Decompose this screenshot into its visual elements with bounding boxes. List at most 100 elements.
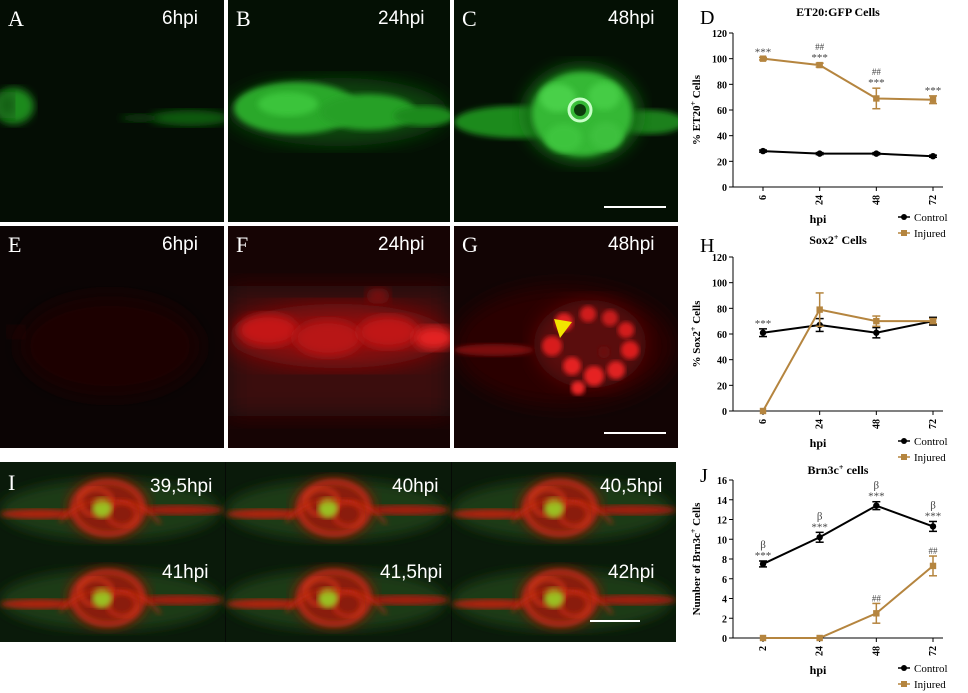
significance-mark: *** — [868, 77, 885, 89]
y-tick-label: 8 — [722, 555, 727, 566]
frame-label-4: 41hpi — [162, 562, 209, 583]
legend-swatch — [901, 665, 907, 671]
red-signal-e — [8, 296, 200, 396]
data-point — [759, 329, 767, 336]
time-label-a: 6hpi — [162, 8, 198, 29]
data-point — [759, 560, 767, 568]
significance-mark: β — [817, 510, 823, 522]
series-injured — [759, 55, 937, 110]
data-point — [929, 153, 937, 160]
chart-h: H Sox2+ Cells 0 20 40 60 80 100 120 6 24 48 72 hpi % S… — [689, 233, 948, 465]
series-line — [762, 504, 934, 565]
panel-letter-i: I — [8, 470, 16, 495]
x-tick-label: 48 — [871, 195, 882, 205]
chart-d: D ET20:GFP Cells 0 20 40 60 80 100 120 6 24 48 72 hpi… — [689, 5, 948, 240]
scale-bar-i — [590, 620, 640, 622]
data-point — [816, 634, 823, 642]
significance-mark: β — [874, 480, 880, 492]
x-tick-label: 24 — [815, 195, 826, 205]
timelapse-montage: I 39,5hpi 40hpi 40,5hpi 41hpi 41,5hpi 42… — [0, 462, 676, 642]
y-tick-label: 0 — [722, 183, 727, 194]
micrograph-e: E 6hpi — [0, 226, 224, 448]
data-point — [759, 634, 767, 642]
scale-bar-g — [604, 432, 666, 434]
series-injured — [759, 292, 937, 415]
significance-mark: ## — [872, 593, 882, 603]
significance-mark: ## — [872, 67, 882, 77]
significance-mark: *** — [868, 491, 885, 503]
significance-mark: *** — [925, 510, 942, 522]
x-tick-label: 72 — [928, 419, 939, 429]
data-point — [759, 407, 767, 415]
legend-swatch — [901, 681, 907, 687]
legend-label: Control — [914, 663, 948, 675]
data-point — [873, 150, 880, 157]
micrograph-g: G 48hpi — [454, 226, 678, 448]
significance-mark: β — [760, 539, 766, 551]
gfp-signal-b — [228, 78, 450, 146]
y-tick-label: 2 — [722, 614, 727, 625]
legend-swatch — [901, 438, 907, 444]
chart-title: Sox2+ Cells — [809, 233, 867, 248]
micrograph-a: A 6hpi — [0, 0, 224, 222]
y-tick-label: 12 — [717, 516, 727, 527]
legend-swatch — [901, 230, 907, 236]
micrograph-f: F 24hpi — [228, 226, 450, 448]
chart-panel-letter: D — [700, 7, 714, 29]
y-tick-label: 60 — [717, 106, 727, 117]
time-label-b: 24hpi — [378, 8, 425, 29]
y-tick-label: 60 — [717, 330, 727, 341]
y-tick-label: 100 — [712, 279, 727, 290]
data-point — [873, 317, 880, 325]
x-axis-label: hpi — [810, 663, 827, 677]
legend-swatch — [901, 214, 907, 220]
time-label-c: 48hpi — [608, 8, 655, 29]
x-tick-label: 24 — [815, 646, 826, 656]
significance-mark: β — [930, 499, 936, 511]
y-tick-label: 100 — [712, 55, 727, 66]
x-tick-label: 48 — [871, 646, 882, 656]
series-line — [762, 57, 934, 101]
data-point — [929, 317, 937, 325]
significance-mark: *** — [755, 46, 772, 58]
y-tick-label: 80 — [717, 304, 727, 315]
x-tick-label: 6 — [758, 195, 769, 200]
frame-label-3: 40,5hpi — [600, 476, 663, 497]
panel-letter-b: B — [236, 6, 251, 31]
y-tick-label: 6 — [722, 575, 727, 586]
y-axis-label: Number of Brn3c+ Cells — [689, 502, 704, 616]
panel-letter-c: C — [462, 6, 477, 31]
red-signal-g — [454, 286, 674, 406]
series-control — [759, 500, 937, 568]
panel-letter-f: F — [236, 232, 249, 257]
panel-letter-g: G — [462, 232, 478, 257]
data-point — [929, 523, 937, 530]
y-tick-label: 14 — [717, 496, 727, 507]
series-line — [762, 150, 934, 158]
y-tick-label: 40 — [717, 132, 727, 143]
y-tick-label: 16 — [717, 476, 727, 487]
x-tick-label: 72 — [928, 646, 939, 656]
x-tick-label: 24 — [815, 419, 826, 429]
arrowhead-marker — [554, 319, 572, 338]
frame-label-1: 39,5hpi — [150, 476, 213, 497]
legend-label: Injured — [914, 452, 946, 464]
series-line — [762, 308, 933, 412]
legend-label: Injured — [914, 228, 946, 240]
data-point — [816, 61, 823, 69]
significance-mark: *** — [811, 52, 828, 64]
significance-mark: *** — [811, 521, 828, 533]
data-point — [816, 150, 823, 157]
y-tick-label: 0 — [722, 634, 727, 645]
series-control — [759, 147, 937, 160]
legend-label: Injured — [914, 679, 946, 691]
frame-label-5: 41,5hpi — [380, 562, 443, 583]
y-tick-label: 80 — [717, 80, 727, 91]
gfp-signal-a — [0, 88, 224, 126]
y-axis-label: % Sox2+ Cells — [689, 300, 704, 368]
time-label-f: 24hpi — [378, 234, 425, 255]
significance-mark: *** — [755, 318, 772, 330]
x-axis-label: hpi — [810, 436, 827, 450]
x-tick-label: 48 — [871, 419, 882, 429]
